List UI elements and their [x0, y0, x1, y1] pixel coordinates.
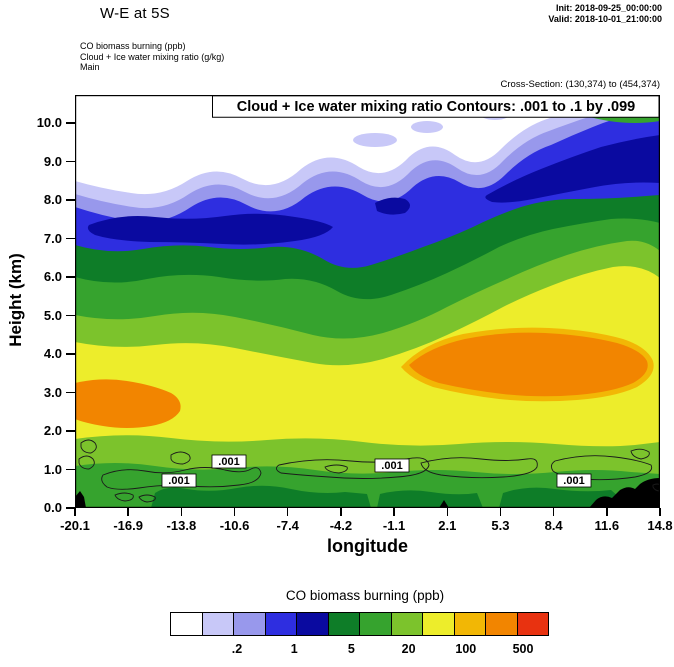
- y-tick-mark: [66, 199, 75, 201]
- colorbar-cell: [233, 612, 266, 636]
- terrain-mask: [75, 478, 660, 508]
- contour-annotation: Cloud + Ice water mixing ratio Contours:…: [237, 99, 635, 115]
- x-tick-mark: [393, 508, 395, 516]
- cross-section-label: Cross-Section: (130,374) to (454,374): [500, 79, 660, 90]
- x-axis-title: longitude: [327, 536, 408, 556]
- x-tick-label: -20.1: [60, 518, 90, 533]
- y-tick-label: 8.0: [43, 192, 62, 207]
- contour-label: .001: [381, 460, 402, 472]
- y-tick-mark: [66, 353, 75, 355]
- field-legend: CO biomass burning (ppb) Cloud + Ice wat…: [80, 41, 224, 73]
- y-axis-title: Height (km): [6, 253, 25, 347]
- y-tick-mark: [66, 122, 75, 124]
- x-tick-mark: [74, 508, 76, 516]
- field-line-main: Main: [80, 62, 100, 72]
- y-tick-label: 10.0: [36, 115, 62, 130]
- y-tick-mark: [66, 391, 75, 394]
- colorbar-label: 20: [401, 642, 416, 656]
- contour-label: .001: [168, 475, 189, 487]
- y-tick-mark: [66, 160, 75, 163]
- model-times: Init: 2018-09-25_00:00:00 Valid: 2018-10…: [548, 3, 662, 25]
- colorbar-cell: [201, 612, 234, 636]
- x-tick-label: -1.1: [382, 518, 406, 533]
- y-tick-mark: [66, 276, 75, 278]
- contour-label-boxes: .001 .001 .001 .001: [161, 454, 592, 488]
- y-tick-label: 4.0: [43, 346, 62, 361]
- colorbar-cell: [296, 612, 329, 636]
- y-tick-label: 7.0: [43, 230, 62, 246]
- field-line-cloud: Cloud + Ice water mixing ratio (g/kg): [80, 51, 225, 62]
- colorbar-label: .2: [231, 642, 243, 656]
- colorbar-cell: [390, 612, 423, 636]
- y-tick-label: 2.0: [43, 423, 62, 438]
- x-tick-label: 5.3: [491, 518, 510, 533]
- x-tick-mark: [659, 508, 661, 516]
- colorbar-cell: [264, 612, 297, 636]
- colorbar-cell: [516, 612, 549, 636]
- field-line-co: CO biomass burning (ppb): [80, 41, 186, 51]
- colorbar-title: CO biomass burning (ppb): [285, 588, 445, 603]
- x-tick-mark: [127, 508, 129, 516]
- contour-annotation-box: Cloud + Ice water mixing ratio Contours:…: [212, 95, 660, 118]
- x-tick-label: 11.6: [594, 518, 620, 533]
- x-tick-mark: [180, 508, 183, 516]
- x-tick-label: -16.9: [113, 518, 143, 533]
- cloud-contour-lines: [78, 439, 660, 503]
- cross-section-plot: .001 .001 .001 .001 Cloud + Ice water mi…: [75, 95, 660, 508]
- y-tick-mark: [66, 314, 75, 317]
- x-tick-label: 8.4: [544, 518, 563, 533]
- y-tick-label: 5.0: [43, 307, 62, 323]
- y-tick-label: 0.0: [43, 500, 62, 515]
- colorbar: [170, 612, 549, 636]
- y-tick-label: 9.0: [43, 153, 62, 169]
- plot-frame: [75, 95, 660, 508]
- y-tick-mark: [66, 430, 75, 432]
- colorbar-label: 100: [455, 642, 477, 656]
- colorbar-label: 5: [347, 642, 355, 656]
- y-tick-mark: [66, 468, 75, 471]
- colorbar-cell: [359, 612, 392, 636]
- x-tick-mark: [233, 508, 236, 516]
- y-tick-label: 6.0: [43, 269, 62, 284]
- colorbar-cell: [170, 612, 203, 636]
- colorbar-cell: [453, 612, 486, 636]
- x-tick-label: -13.8: [166, 518, 197, 533]
- x-tick-label: 14.8: [647, 518, 673, 533]
- y-tick-mark: [66, 237, 75, 240]
- x-tick-mark: [606, 508, 608, 516]
- colorbar-cell: [422, 612, 455, 636]
- x-tick-mark: [446, 508, 449, 516]
- colorbar-cell: [327, 612, 360, 636]
- valid-time: Valid: 2018-10-01_21:00:00: [548, 14, 662, 24]
- init-time: Init: 2018-09-25_00:00:00: [555, 3, 662, 13]
- co-shaded-field: [75, 95, 660, 508]
- x-tick-mark: [286, 508, 289, 516]
- x-tick-label: -7.4: [276, 518, 299, 533]
- contour-label: .001: [218, 456, 239, 468]
- y-tick-label: 3.0: [43, 384, 62, 400]
- x-tick-label: 2.1: [438, 518, 457, 533]
- y-tick-label: 1.0: [43, 461, 62, 477]
- y-tick-mark: [66, 507, 75, 509]
- colorbar-cell: [485, 612, 518, 636]
- x-tick-mark: [552, 508, 555, 516]
- x-tick-mark: [499, 508, 502, 516]
- colorbar-label: 1: [290, 642, 298, 656]
- x-tick-label: -10.6: [219, 518, 250, 533]
- x-tick-label: -4.2: [329, 518, 353, 533]
- plot-title: W-E at 5S: [100, 5, 170, 22]
- contour-label: .001: [563, 475, 584, 487]
- x-tick-mark: [340, 508, 342, 516]
- colorbar-label: 500: [512, 642, 534, 656]
